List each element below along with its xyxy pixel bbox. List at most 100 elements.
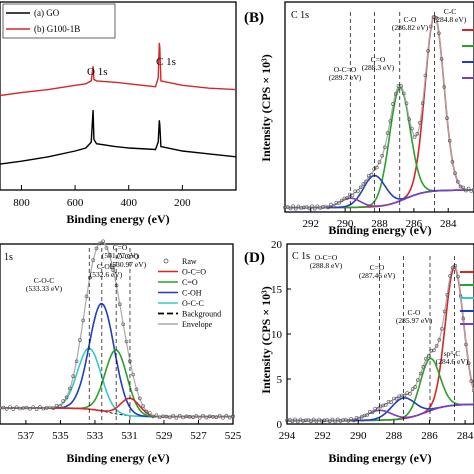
c-plot-raw-point xyxy=(1,405,6,410)
c-plot-peak-label-3: O-C=O xyxy=(117,252,140,261)
d-ytick-label: 20 xyxy=(271,239,283,251)
d-plot-peak-value-1: (285.97 eV) xyxy=(396,316,433,325)
c-plot-raw-point xyxy=(224,413,229,418)
c-plot-xtick-label: 535 xyxy=(52,430,69,442)
d-plot-peak-0 xyxy=(287,266,474,422)
d-ytick-label: 0 xyxy=(277,419,283,431)
c-plot-raw-point xyxy=(101,239,105,244)
b-plot-raw-point xyxy=(350,193,355,198)
d-plot-xtick-label: 294 xyxy=(279,430,296,442)
d-plot-peak-value-3: (288.8 eV) xyxy=(310,261,343,270)
d-plot-peak-value-0: (284.6 eV) xyxy=(436,357,469,366)
c-plot-raw-point xyxy=(138,396,142,401)
d-plot-raw-point xyxy=(408,391,412,396)
c-plot-raw-point xyxy=(48,405,52,410)
d-plot-xtick-label: 284 xyxy=(457,430,474,442)
c-plot-raw-point xyxy=(211,414,215,419)
c-plot-raw-point xyxy=(194,414,199,418)
c-plot-raw-point xyxy=(31,405,36,409)
b-plot-raw-point xyxy=(331,204,336,208)
d-plot-raw-point xyxy=(434,344,439,348)
b-plot-peak-value-1: (286.82 eV) xyxy=(392,23,429,32)
c-plot-raw-point xyxy=(104,246,109,250)
b-plot-peak-value-3: (289.7 eV) xyxy=(329,73,362,82)
b-plot-raw-point xyxy=(469,189,474,193)
c-plot-raw-point xyxy=(187,414,192,419)
d-ytick-label: 5 xyxy=(277,374,283,386)
d-plot-raw-point xyxy=(413,385,418,389)
b-plot-raw-point xyxy=(369,172,374,177)
c-plot-raw-point xyxy=(217,414,222,418)
c-plot-raw-point xyxy=(231,414,235,419)
b-plot-raw-point xyxy=(296,204,301,209)
b-plot-raw-point xyxy=(388,119,393,123)
c-plot-raw-point xyxy=(61,399,66,403)
d-plot-raw-point xyxy=(472,388,474,393)
c-plot-raw-point xyxy=(41,406,46,411)
panel-b-title: C 1s xyxy=(291,10,309,21)
d-plot-raw-point xyxy=(330,417,335,422)
b-plot-raw-point xyxy=(364,179,368,184)
d-plot-raw-point xyxy=(416,378,420,382)
c-plot-raw-point xyxy=(207,414,212,419)
b-plot-raw-point xyxy=(445,116,449,120)
b-plot-raw-point xyxy=(399,84,403,88)
c-plot-raw-point xyxy=(227,415,232,420)
b-plot-raw-point xyxy=(337,201,341,205)
c-plot-raw-point xyxy=(121,322,125,327)
c-plot-raw-point xyxy=(151,414,155,419)
b-plot-raw-point xyxy=(447,138,452,143)
c-plot-xtick-label: 527 xyxy=(190,430,207,442)
c-plot-raw-point xyxy=(201,413,205,418)
d-plot-raw-point xyxy=(293,417,297,422)
c-plot-raw-point xyxy=(181,415,185,420)
c-plot-xtick-label: 525 xyxy=(225,430,242,442)
b-plot-raw-point xyxy=(383,145,387,150)
d-plot-raw-point xyxy=(362,413,367,418)
d-plot-raw-point xyxy=(295,419,300,424)
c-plot-background xyxy=(0,407,233,418)
d-plot-raw-point xyxy=(464,342,468,347)
b-plot-raw-point xyxy=(361,182,366,186)
b-plot-peak-label-0: C-C xyxy=(444,7,457,16)
d-plot-raw-point xyxy=(448,274,452,278)
c-plot-xtick-label: 531 xyxy=(121,430,138,442)
b-plot-raw-point xyxy=(288,206,293,211)
c-plot-raw-point xyxy=(58,404,62,408)
b-plot-raw-point xyxy=(380,153,385,158)
d-plot-peak-label-2: C=O xyxy=(370,263,385,272)
c-plot-raw-point xyxy=(191,415,195,420)
d-plot-raw-point xyxy=(375,407,380,411)
c-plot-raw-point xyxy=(108,253,112,257)
panel-d-ylabel: Intensity (CPS × 10³) xyxy=(259,286,273,393)
b-plot-raw-point xyxy=(310,204,314,208)
d-plot-raw-point xyxy=(335,417,340,422)
c-plot-raw-point xyxy=(18,406,22,411)
b-plot-raw-point xyxy=(418,120,422,125)
a-xtick-label: 600 xyxy=(67,197,84,209)
a-xtick-label: 800 xyxy=(13,197,30,209)
b-plot-raw-point xyxy=(329,202,333,207)
b-plot-raw-point xyxy=(407,117,412,121)
b-plot-raw-point xyxy=(472,187,474,192)
d-plot-raw-point xyxy=(370,410,375,415)
b-plot-peak-value-2: (288.3 eV) xyxy=(362,63,395,72)
b-plot-xtick-label: 284 xyxy=(440,218,457,230)
c-plot-peak-value-2: (531.77 eV) xyxy=(102,251,139,260)
panel-c-title: 1s xyxy=(4,252,13,263)
panel-a: 800 600 400 200 (a) GO (b) G100-1B O 1s C 1… xyxy=(0,1,237,226)
d-plot-raw-point xyxy=(466,361,471,366)
b-plot-xtick-label: 288 xyxy=(371,218,388,230)
c-plot-raw-point xyxy=(51,406,56,411)
b-plot-raw-point xyxy=(412,135,417,139)
b-plot-peak-label-2: C=O xyxy=(371,55,386,64)
c-plot-raw-point xyxy=(54,403,59,408)
b-plot-raw-point xyxy=(315,204,320,209)
panel-b: (B) C 1s Intensity (CPS × 10³) Binding e… xyxy=(244,1,474,237)
panel-d: (D) C 1s Intensity (CPS × 10³) Binding e… xyxy=(244,239,474,465)
d-plot-raw-point xyxy=(410,387,415,391)
b-plot-raw-point xyxy=(326,205,331,210)
b-plot-raw-point xyxy=(345,196,349,200)
d-plot-raw-point xyxy=(469,379,474,383)
c-plot-raw-point xyxy=(168,415,172,420)
